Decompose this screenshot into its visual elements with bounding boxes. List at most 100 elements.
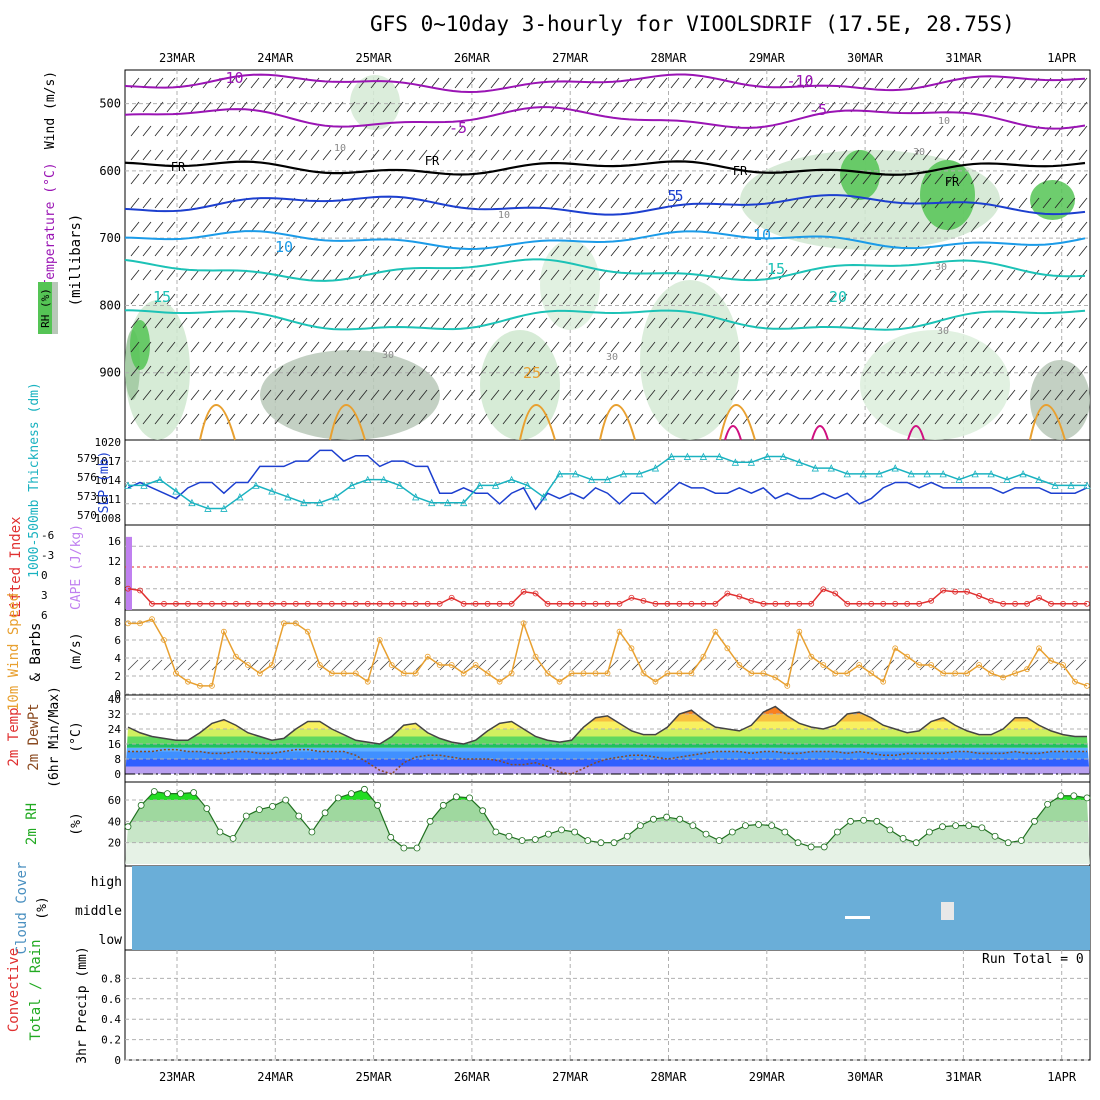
- thickness-line-marker: [747, 458, 755, 466]
- wind-barb: [766, 413, 776, 425]
- wind-barb: [874, 389, 884, 401]
- wind-barb: [646, 317, 656, 329]
- surface-wind-barb: [547, 659, 559, 671]
- wind-barb: [178, 101, 188, 113]
- wind-barb: [1006, 149, 1016, 161]
- wind-barb: [274, 317, 284, 329]
- wind-barb: [994, 221, 1004, 233]
- wind-barb: [382, 77, 392, 89]
- surface-wind-barb: [643, 659, 655, 671]
- wind-barb: [310, 125, 320, 137]
- date-label-top: 30MAR: [847, 51, 884, 65]
- wind-barb: [178, 389, 188, 401]
- wind-barb: [982, 413, 992, 425]
- wind-barb: [322, 197, 332, 209]
- wind-barb: [886, 269, 896, 281]
- wind-barb: [754, 365, 764, 377]
- wind-barb: [466, 317, 476, 329]
- wind-barb: [130, 413, 140, 425]
- wind-barb: [874, 269, 884, 281]
- slp-tick-label: 1014: [95, 474, 122, 487]
- wind-barb: [526, 389, 536, 401]
- wind-barb: [214, 221, 224, 233]
- wind-barb: [1054, 221, 1064, 233]
- date-label-top: 28MAR: [650, 51, 687, 65]
- temp-units-label: (°C): [69, 721, 84, 752]
- thickness-line-marker: [1035, 475, 1043, 484]
- wind-barb: [826, 389, 836, 401]
- wind-barb: [994, 389, 1004, 401]
- wind-barb: [754, 341, 764, 353]
- lifted-index-line-marker: [1036, 594, 1042, 601]
- wind-barb: [694, 413, 704, 425]
- wind-barb: [370, 317, 380, 329]
- thickness-line-marker: [380, 475, 388, 484]
- wind-barb: [658, 149, 668, 161]
- wind-speed-line-marker: [1000, 674, 1006, 681]
- isotherm-minus10: [124, 73, 1086, 93]
- cloud-level-label: high: [91, 875, 122, 890]
- wind-barb: [574, 293, 584, 305]
- wind-barb: [574, 173, 584, 185]
- wind-barb: [826, 365, 836, 377]
- wind-barb: [514, 197, 524, 209]
- wind-barb: [970, 389, 980, 401]
- wind-barb: [1078, 197, 1088, 209]
- wind-barb: [190, 293, 200, 305]
- isotherm-label: FR: [171, 160, 186, 174]
- wind-barb: [454, 365, 464, 377]
- wind-barb: [226, 221, 236, 233]
- rh-shading: [540, 240, 600, 330]
- rh-marker: [847, 817, 854, 825]
- wind-barb: [634, 317, 644, 329]
- thickness-line-marker: [316, 498, 324, 507]
- rh-shade-band: [125, 800, 1090, 822]
- isotherm-25: [519, 404, 556, 441]
- wind-barb: [226, 365, 236, 377]
- wind-barb: [1006, 173, 1016, 185]
- wind-speed-line-marker: [209, 682, 215, 689]
- wind-barb: [538, 389, 548, 401]
- lifted-index-line-marker: [796, 600, 803, 607]
- wind-barb: [202, 293, 212, 305]
- wind-barb: [550, 317, 560, 329]
- wind-barb: [250, 245, 260, 257]
- wind-barb: [346, 125, 356, 137]
- wind-barb: [490, 221, 500, 233]
- wind-barb: [454, 413, 464, 425]
- wind-barb: [478, 413, 488, 425]
- lifted-index-line-marker: [328, 600, 335, 607]
- wind-barb: [1066, 173, 1076, 185]
- wind-barb: [430, 245, 440, 257]
- wind-speed-line-marker: [760, 670, 767, 677]
- rh-marker: [1031, 817, 1038, 825]
- wind-barb: [1006, 365, 1016, 377]
- wind-barb: [622, 125, 632, 137]
- wind-barb: [490, 149, 500, 161]
- wind-barb: [178, 365, 188, 377]
- wind-speed-line-marker: [448, 662, 455, 668]
- wind-barb: [442, 269, 452, 281]
- wind-barb: [946, 413, 956, 425]
- thickness-line-marker: [172, 487, 180, 495]
- wind-barb: [298, 125, 308, 137]
- wind-barb: [394, 413, 404, 425]
- thickness-line-marker: [715, 452, 724, 460]
- lifted-index-line-marker: [580, 600, 587, 607]
- lifted-index-line-marker: [496, 600, 503, 607]
- thickness-line-marker: [475, 481, 484, 489]
- wind-barb: [370, 341, 380, 353]
- wind-barb: [610, 413, 620, 425]
- cloud-axis-label: Cloud Cover: [14, 862, 30, 955]
- wind-barb: [682, 413, 692, 425]
- wind-barb: [226, 293, 236, 305]
- wind-barb: [970, 341, 980, 353]
- wind-barb: [598, 317, 608, 329]
- wind-barb: [334, 245, 344, 257]
- isotherm-label: FR: [945, 175, 960, 189]
- isotherm-label: -10: [786, 72, 813, 90]
- wind-barb: [154, 221, 164, 233]
- wind-barb: [574, 125, 584, 137]
- wind-barb: [1054, 389, 1064, 401]
- rh-shading: [1030, 180, 1075, 220]
